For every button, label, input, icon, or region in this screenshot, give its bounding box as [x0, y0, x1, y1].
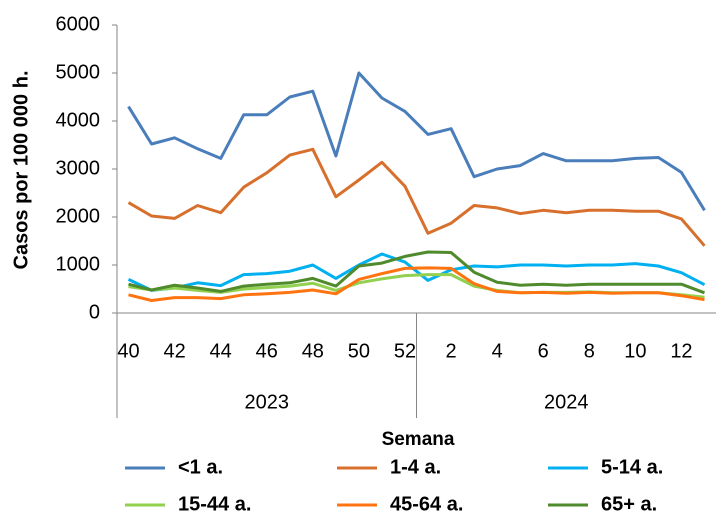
series-line [127, 147, 706, 247]
series-line [127, 252, 706, 292]
y-tick-label: 6000 [56, 13, 101, 35]
y-axis-title: Casos por 100 000 h. [10, 71, 32, 270]
legend-label: 5-14 a. [601, 456, 663, 478]
legend-label: <1 a. [178, 456, 223, 478]
x-group-label: 2024 [544, 391, 589, 413]
x-tick-label: 50 [348, 340, 370, 362]
legend-label: 45-64 a. [390, 493, 463, 515]
x-tick-label: 40 [117, 340, 139, 362]
x-tick-label: 4 [492, 340, 503, 362]
x-tick-label: 2 [445, 340, 456, 362]
x-group-label: 2023 [245, 391, 290, 413]
y-tick-label: 0 [89, 301, 100, 323]
series-line [128, 250, 706, 295]
legend-label: 1-4 a. [390, 456, 441, 478]
x-tick-label: 44 [210, 340, 232, 362]
x-tick-label: 48 [302, 340, 324, 362]
y-tick-label: 5000 [56, 61, 101, 83]
x-tick-label: 42 [163, 340, 185, 362]
x-tick-label: 52 [394, 340, 416, 362]
series-line [127, 71, 706, 212]
y-tick-label: 1000 [56, 253, 101, 275]
y-tick-label: 3000 [56, 157, 101, 179]
legend-label: 65+ a. [601, 493, 657, 515]
series-line [128, 266, 705, 302]
x-tick-label: 46 [256, 340, 278, 362]
y-tick-label: 2000 [56, 205, 101, 227]
y-tick-label: 4000 [56, 109, 101, 131]
x-tick-label: 6 [538, 340, 549, 362]
legend-label: 15-44 a. [178, 493, 251, 515]
x-tick-label: 8 [584, 340, 595, 362]
x-axis-title: Semana [382, 429, 455, 450]
x-tick-label: 10 [624, 340, 646, 362]
x-tick-label: 12 [670, 340, 692, 362]
